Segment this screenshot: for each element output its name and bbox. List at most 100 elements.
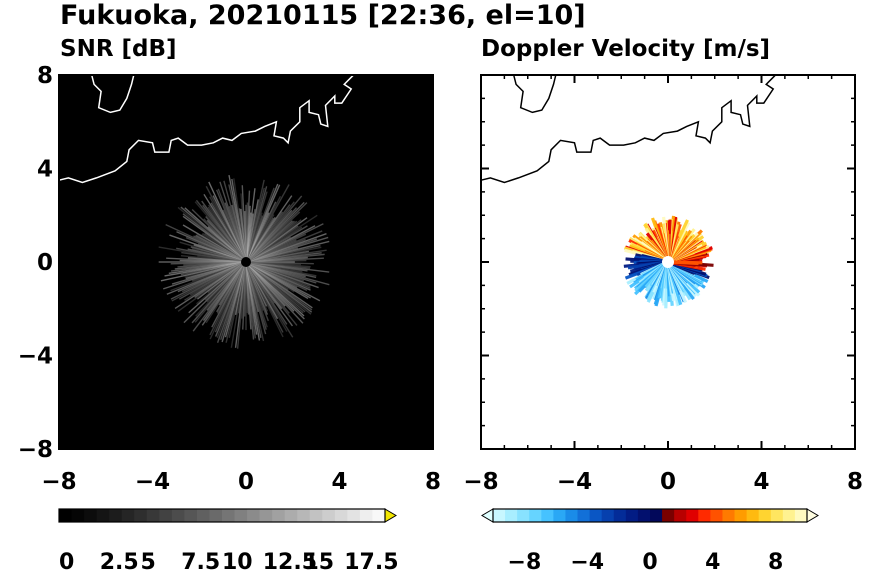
x-tick-label: 8 [425, 469, 441, 495]
colorbar-segment [234, 509, 248, 522]
colorbar-segment [71, 509, 85, 522]
colorbar-segment [146, 509, 160, 522]
colorbar-frame [492, 508, 808, 523]
colorbar-segment [637, 509, 651, 522]
colorbar-tick-label: 17.5 [344, 550, 398, 570]
y-tick-label: 0 [37, 250, 53, 276]
coastline [480, 74, 777, 184]
colorbar-segment [782, 509, 796, 522]
colorbar-segment [96, 509, 110, 522]
colorbar-segment [159, 509, 173, 522]
velocity-y-axis [481, 74, 855, 450]
colorbar-segment [259, 509, 273, 522]
colorbar-segment [505, 509, 518, 522]
colorbar-segment [334, 509, 348, 522]
colorbar-tick-label: −8 [508, 550, 542, 570]
snr-x-axis: −8 −4 0 4 8 [41, 75, 441, 495]
radar-site-gap [662, 256, 674, 268]
colorbar-segment [517, 509, 530, 522]
x-tick-label: −8 [463, 469, 498, 495]
y-tick-label: −8 [18, 437, 53, 463]
radar-site-marker [241, 257, 251, 267]
figure-title: Fukuoka, 20210115 [22:36, el=10] [60, 0, 586, 31]
colorbar-extend-max [806, 508, 819, 523]
colorbar-segment [698, 509, 711, 522]
colorbar-segment [59, 509, 73, 522]
snr-y-axis: 8 4 0 −4 −8 [18, 63, 433, 463]
colorbar-segment [541, 509, 554, 522]
colorbar-segment [134, 509, 148, 522]
colorbar-tick-label: 0 [642, 550, 657, 570]
colorbar-segment [322, 509, 336, 522]
snr-panel: SNR [dB] −8 −4 0 4 8 840−4−8 0 2.5 5 7.5 10 12.51… [18, 36, 441, 570]
colorbar-segment [565, 509, 579, 522]
colorbar-tick-label: 4 [705, 550, 720, 570]
colorbar-tick-label: 10 [222, 550, 253, 570]
x-tick-label: 4 [331, 469, 347, 495]
x-tick-label: 0 [660, 469, 676, 495]
colorbar-segment [589, 509, 603, 522]
velocity-panel-title: Doppler Velocity [m/s] [481, 36, 770, 62]
colorbar-segment [372, 509, 386, 522]
colorbar-segment [613, 509, 627, 522]
colorbar-segment [650, 509, 663, 522]
x-tick-label: −8 [41, 469, 76, 495]
colorbar-tick-label: 0 [59, 550, 74, 570]
colorbar-segment [493, 509, 506, 522]
coastline [58, 74, 355, 184]
x-tick-label: −4 [135, 469, 170, 495]
colorbar-segment [722, 509, 736, 522]
colorbar-segment [247, 509, 261, 522]
x-tick-label: 0 [238, 469, 254, 495]
colorbar-tick-label: 15 [304, 550, 335, 570]
x-tick-label: −4 [557, 469, 592, 495]
colorbar-segment [109, 509, 123, 522]
snr-panel-title: SNR [dB] [60, 36, 177, 62]
y-tick-label: −4 [18, 344, 53, 370]
colorbar-tick-label: −4 [570, 550, 604, 570]
colorbar-segment [746, 509, 760, 522]
colorbar-segment [553, 509, 566, 522]
colorbar-segment [770, 509, 784, 522]
colorbar-segment [222, 509, 236, 522]
x-tick-label: 4 [753, 469, 769, 495]
colorbar-segment [196, 509, 210, 522]
colorbar-segment [601, 509, 615, 522]
colorbar-segment [794, 509, 808, 522]
colorbar-segment [184, 509, 198, 522]
colorbar-segment [171, 509, 185, 522]
colorbar-segment [347, 509, 361, 522]
colorbar-segment [758, 509, 772, 522]
colorbar-segment [625, 509, 639, 522]
colorbar-segment [209, 509, 223, 522]
colorbar-tick-label: 8 [768, 550, 783, 570]
colorbar-segment [284, 509, 298, 522]
velocity-colorbar: −8 −4 0 4 8 [481, 508, 819, 570]
velocity-echo [623, 215, 714, 309]
colorbar-segment [734, 509, 748, 522]
colorbar-segment [359, 509, 373, 522]
velocity-x-axis: −8 −4 0 4 8 [463, 75, 863, 495]
x-tick-label: 8 [847, 469, 863, 495]
colorbar-segment [84, 509, 98, 522]
echo-ray [245, 261, 314, 265]
colorbar-segment [710, 509, 723, 522]
snr-colorbar: 0 2.5 5 7.5 10 12.515 17.5 [58, 508, 399, 570]
colorbar-segment [577, 509, 591, 522]
colorbar-segment [529, 509, 542, 522]
y-tick-label: 4 [37, 157, 53, 183]
colorbar-segment [309, 509, 323, 522]
colorbar-segment [297, 509, 311, 522]
colorbar-tick-label: 5 [141, 550, 156, 570]
colorbar-segment [272, 509, 286, 522]
colorbar-tick-label: 2.5 [100, 550, 139, 570]
colorbar-segment [121, 509, 135, 522]
colorbar-frame [58, 508, 386, 523]
snr-echo [158, 174, 330, 349]
colorbar-tick-label: 12.5 [263, 550, 317, 570]
colorbar-segment [662, 509, 675, 522]
colorbar-tick-label: 7.5 [181, 550, 220, 570]
colorbar-extend-min [481, 508, 494, 523]
colorbar-extend-max [384, 508, 397, 523]
